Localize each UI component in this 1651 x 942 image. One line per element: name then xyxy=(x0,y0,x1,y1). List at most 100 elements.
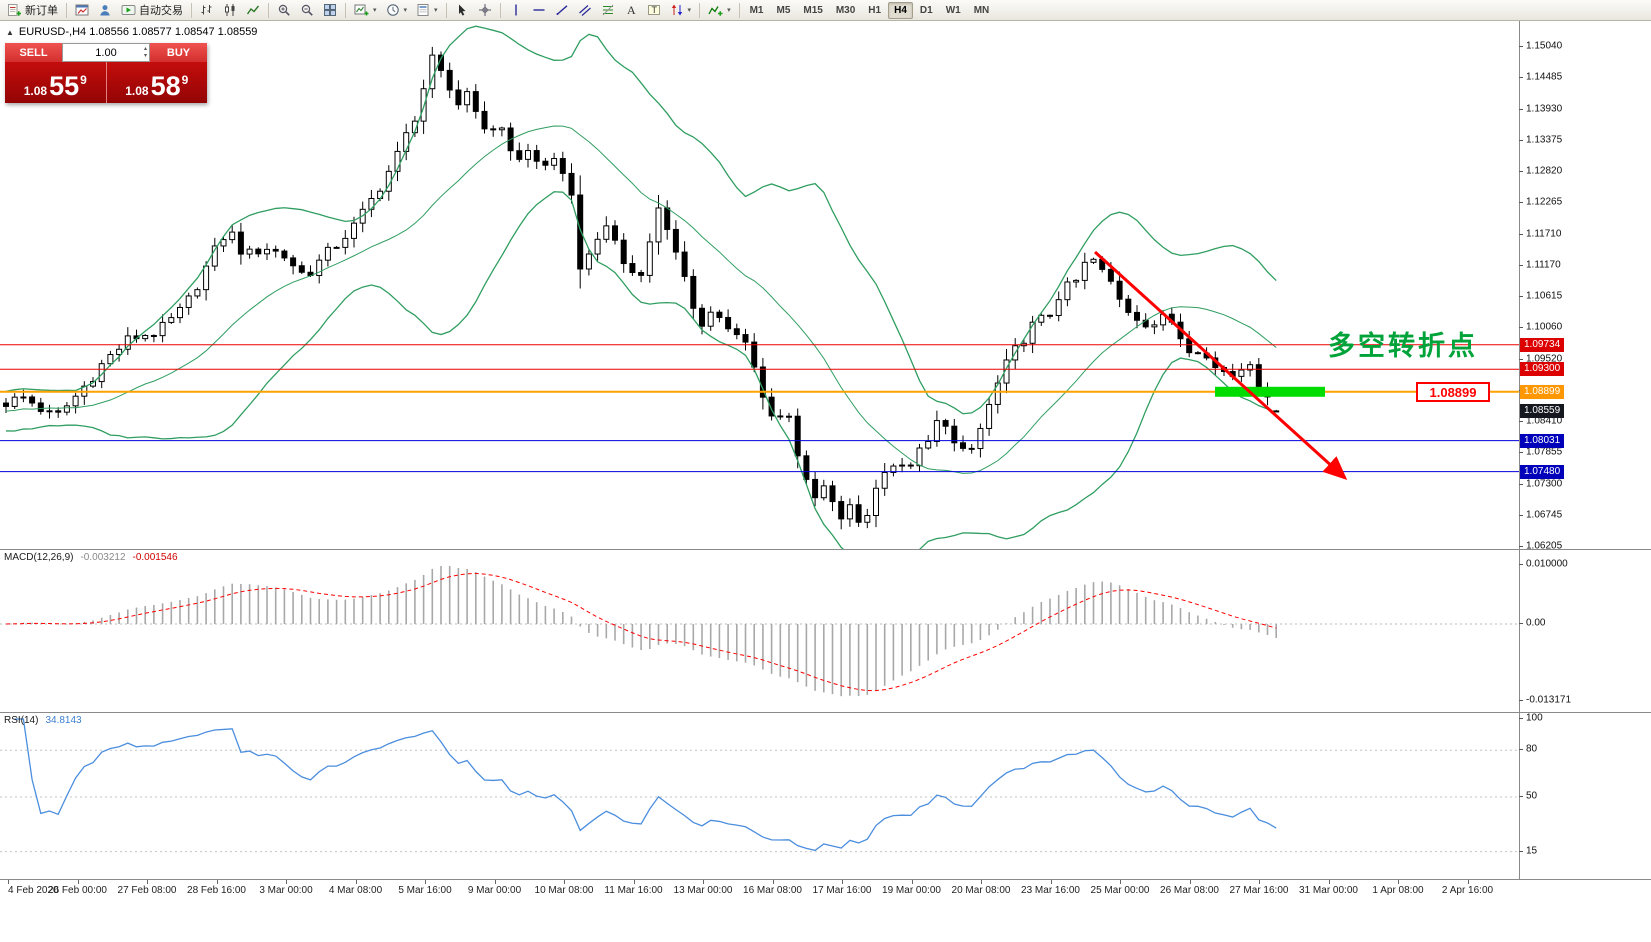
date-tick xyxy=(1328,880,1330,884)
timeframe-h4[interactable]: H4 xyxy=(888,1,913,19)
svg-text:T: T xyxy=(651,5,657,15)
axis-tick xyxy=(1519,850,1523,852)
main-chart-panel[interactable]: ▲ EURUSD-,H4 1.08556 1.08577 1.08547 1.0… xyxy=(0,21,1651,549)
rsi-title: RSI(14) xyxy=(4,715,39,726)
tile-windows-icon xyxy=(323,3,337,17)
cursor-button[interactable] xyxy=(451,1,473,19)
timeframe-h1[interactable]: H1 xyxy=(868,4,882,16)
buy-price[interactable]: 1.08 58 9 xyxy=(105,62,207,103)
one-click-panel-toggle[interactable]: ▲ xyxy=(6,27,14,37)
axis-tick xyxy=(1519,514,1523,516)
axis-tick xyxy=(1519,296,1523,297)
cursor-icon xyxy=(455,3,469,17)
channel-icon xyxy=(578,3,592,17)
rsi-panel[interactable]: RSI(14) 34.8143 xyxy=(0,712,1651,879)
tile-windows-button[interactable] xyxy=(319,1,341,19)
sell-price[interactable]: 1.08 55 9 xyxy=(5,62,106,103)
price-axis-label: 1.06745 xyxy=(1526,509,1563,521)
volume-decrease-button[interactable]: ▾ xyxy=(143,53,147,59)
trendline-icon xyxy=(555,3,569,17)
symbol-ohlc-text: EURUSD-,H4 1.08556 1.08577 1.08547 1.085… xyxy=(18,26,258,38)
date-axis-label: 19 Mar 00:00 xyxy=(882,885,941,896)
clock-icon xyxy=(386,3,400,17)
fibonacci-button[interactable] xyxy=(597,1,619,19)
period-button[interactable]: ▾ xyxy=(382,1,412,19)
new-order-button-label: 新订单 xyxy=(25,5,58,17)
date-axis-label: 11 Mar 16:00 xyxy=(604,885,663,896)
timeframe-w1[interactable]: W1 xyxy=(945,4,961,16)
macd-title: MACD(12,26,9) xyxy=(4,552,74,563)
rsi-chart[interactable] xyxy=(0,713,1651,880)
volume-field[interactable]: 1.00 ▴ ▾ xyxy=(62,43,150,62)
candle-chart-icon xyxy=(223,3,237,17)
crosshair-icon xyxy=(478,3,492,17)
new-order-button[interactable]: 新订单 xyxy=(3,1,62,19)
zoom-in-icon xyxy=(277,3,291,17)
text-label-button[interactable]: T xyxy=(643,1,665,19)
date-axis[interactable]: 4 Feb 2020 26 Feb 00:00 27 Feb 08:00 28 Feb… xyxy=(0,879,1651,901)
timeframe-d1[interactable]: D1 xyxy=(919,4,933,16)
vertical-line-button[interactable] xyxy=(505,1,527,19)
chart-windows-button[interactable] xyxy=(71,1,93,19)
price-axis-label: 1.09520 xyxy=(1526,353,1563,364)
candlestick-chart[interactable] xyxy=(0,21,1651,549)
date-axis-label: 31 Mar 00:00 xyxy=(1299,885,1358,896)
macd-panel[interactable]: MACD(12,26,9) -0.003212 -0.001546 xyxy=(0,549,1651,712)
buy-price-big: 58 xyxy=(150,71,181,101)
bar-chart-button[interactable] xyxy=(196,1,218,19)
new-chart-button[interactable]: ▾ xyxy=(350,1,381,19)
date-tick xyxy=(1189,880,1191,884)
sell-button[interactable]: SELL xyxy=(5,43,62,62)
arrows-button[interactable]: ▾ xyxy=(666,1,696,19)
trendline-button[interactable] xyxy=(551,1,573,19)
timeframe-m1[interactable]: M1 xyxy=(749,4,764,16)
candlestick-chart-button[interactable] xyxy=(219,1,241,19)
axis-tick xyxy=(1519,233,1523,235)
autotrading-button[interactable]: 自动交易 xyxy=(117,1,187,19)
zoom-out-icon xyxy=(300,3,314,17)
timeframe-m15[interactable]: M15 xyxy=(803,4,823,16)
level-price-tag: 1.09734 xyxy=(1520,337,1565,352)
axis-tick xyxy=(1519,452,1523,454)
dropdown-arrow-icon: ▾ xyxy=(687,7,692,14)
toolbar-separator xyxy=(738,2,740,18)
level-price-tag: 1.07480 xyxy=(1520,464,1565,479)
volume-spinner: ▴ ▾ xyxy=(144,46,147,60)
indicators-button[interactable]: ▾ xyxy=(704,1,735,19)
equidistant-channel-button[interactable] xyxy=(574,1,596,19)
template-button[interactable]: ▾ xyxy=(412,1,442,19)
horizontal-line-button[interactable] xyxy=(528,1,550,19)
macd-chart[interactable] xyxy=(0,550,1651,713)
line-chart-button[interactable] xyxy=(242,1,264,19)
date-tick xyxy=(911,880,913,884)
bollinger-middle-band xyxy=(5,125,1277,474)
axis-tick xyxy=(1519,564,1523,566)
axis-tick xyxy=(1519,264,1523,266)
crosshair-button[interactable] xyxy=(474,1,496,19)
text-button[interactable]: A xyxy=(620,1,642,19)
timeframe-m5[interactable]: M5 xyxy=(776,4,791,16)
volume-increase-button[interactable]: ▴ xyxy=(143,46,147,52)
highlight-rectangle[interactable] xyxy=(1215,386,1325,397)
timeframe-m30[interactable]: M30 xyxy=(835,4,856,16)
toolbar-separator xyxy=(268,2,269,18)
axis-tick xyxy=(1519,202,1523,204)
date-axis-label: 28 Feb 16:00 xyxy=(187,885,246,896)
chart-annotation-text[interactable]: 多空转折点 xyxy=(1328,331,1478,362)
level-price-tag: 1.08899 xyxy=(1520,384,1565,399)
zoom-out-button[interactable] xyxy=(296,1,318,19)
arrows-icon xyxy=(670,3,684,17)
timeframe-mn[interactable]: MN xyxy=(973,4,990,16)
date-tick xyxy=(77,880,79,884)
zoom-in-button[interactable] xyxy=(273,1,295,19)
horizontal-levels[interactable] xyxy=(0,344,1519,473)
line-chart-icon xyxy=(246,3,260,17)
date-axis-label: 5 Mar 16:00 xyxy=(398,885,452,896)
macd-histogram xyxy=(13,566,1277,697)
toolbar-separator xyxy=(445,2,447,18)
buy-button[interactable]: BUY xyxy=(150,43,207,62)
profiles-button[interactable] xyxy=(94,1,116,19)
date-axis-label: 13 Mar 00:00 xyxy=(673,885,733,896)
price-callout-label[interactable]: 1.08899 xyxy=(1416,382,1490,402)
trend-arrow[interactable] xyxy=(1093,250,1348,481)
